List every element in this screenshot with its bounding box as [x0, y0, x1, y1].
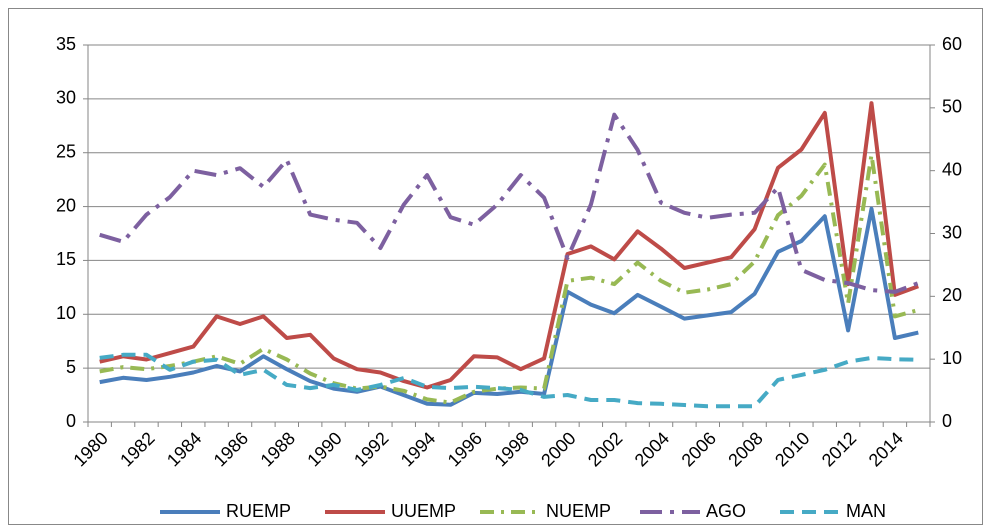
- y-tick-label: 15: [56, 249, 76, 269]
- legend-label: MAN: [846, 501, 886, 521]
- legend-label: RUEMP: [226, 501, 291, 521]
- y-tick-label: 0: [66, 411, 76, 431]
- y2-tick-label: 0: [942, 411, 952, 431]
- y2-tick-label: 30: [942, 222, 962, 242]
- series-line: [99, 152, 919, 405]
- y-tick-label: 5: [66, 357, 76, 377]
- y-tick-label: 35: [56, 34, 76, 54]
- series-line: [99, 352, 919, 409]
- series-line: [99, 112, 920, 294]
- y2-tick-label: 40: [942, 159, 962, 179]
- y2-tick-label: 10: [942, 348, 962, 368]
- legend-label: UUEMP: [391, 501, 456, 521]
- y-tick-label: 25: [56, 141, 76, 161]
- chart-border: [8, 8, 983, 525]
- legend-label: AGO: [706, 501, 746, 521]
- y2-tick-label: 20: [942, 285, 962, 305]
- series-line: [99, 101, 919, 390]
- y-tick-label: 20: [56, 195, 76, 215]
- y-tick-label: 10: [56, 303, 76, 323]
- legend-label: NUEMP: [546, 501, 611, 521]
- y2-tick-label: 50: [942, 97, 962, 117]
- y2-tick-label: 60: [942, 34, 962, 54]
- y-tick-label: 30: [56, 88, 76, 108]
